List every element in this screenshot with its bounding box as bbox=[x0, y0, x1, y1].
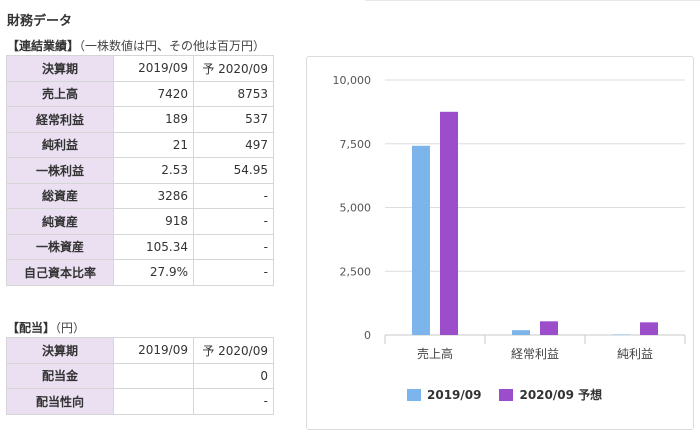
row-value-actual: 105.34 bbox=[113, 233, 194, 260]
header-label: 決算期 bbox=[6, 55, 114, 82]
header-period-actual: 2019/09 bbox=[113, 55, 194, 82]
row-label: 純資産 bbox=[6, 208, 114, 235]
row-value-forecast: - bbox=[193, 233, 274, 260]
y-tick-label: 2,500 bbox=[340, 265, 372, 278]
table-row: 一株利益 2.53 54.95 bbox=[6, 157, 274, 184]
table-row: 一株資産 105.34- bbox=[6, 233, 274, 260]
row-value-actual bbox=[113, 362, 194, 389]
row-value-forecast: 0 bbox=[193, 362, 274, 389]
page-title: 財務データ bbox=[7, 14, 73, 29]
y-tick-label: 10,000 bbox=[333, 74, 372, 87]
dividend-unit-note: （円） bbox=[55, 321, 86, 335]
table-row: 総資産 3286- bbox=[6, 182, 274, 209]
bar bbox=[640, 322, 658, 335]
row-label: 一株利益 bbox=[6, 157, 114, 184]
table-row: 自己資本比率 27.9% - bbox=[6, 259, 274, 286]
dividend-table: 決算期 2019/09 予 2020/09 配当金 0 配当性向 - bbox=[6, 337, 274, 415]
row-label: 売上高 bbox=[6, 80, 114, 107]
row-value-forecast: 54.95 bbox=[193, 157, 274, 184]
row-value-actual: 918 bbox=[113, 208, 194, 235]
x-category-label: 経常利益 bbox=[511, 347, 559, 361]
legend-swatch-2019 bbox=[407, 388, 421, 401]
bar bbox=[440, 111, 458, 336]
row-value-forecast: - bbox=[193, 388, 274, 415]
table-header-row: 決算期 2019/09 予 2020/09 bbox=[6, 337, 274, 364]
row-label: 経常利益 bbox=[6, 106, 114, 133]
legend-swatch-2020-forecast bbox=[499, 388, 514, 401]
y-tick-label: 7,500 bbox=[340, 138, 372, 151]
dividend-section-title: 【配当】（円） bbox=[7, 319, 85, 336]
bar bbox=[512, 330, 530, 335]
table-row: 配当性向 - bbox=[6, 388, 274, 415]
row-value-forecast: 537 bbox=[193, 106, 274, 133]
table-row: 経常利益 189 537 bbox=[6, 106, 274, 133]
chart-legend: 2019/09 2020/09 予想 bbox=[407, 386, 602, 403]
row-label: 配当性向 bbox=[6, 388, 114, 415]
legend-label-2019: 2019/09 bbox=[427, 387, 482, 402]
row-value-forecast: - bbox=[193, 208, 274, 235]
row-value-actual bbox=[113, 388, 194, 415]
y-tick-label: 5,000 bbox=[340, 202, 372, 215]
header-period-forecast: 予 2020/09 bbox=[193, 337, 274, 364]
row-value-forecast: - bbox=[193, 182, 274, 209]
row-value-actual: 27.9% bbox=[113, 259, 194, 286]
table-row: 売上高 7420 8753 bbox=[6, 80, 274, 107]
row-value-actual: 189 bbox=[113, 106, 194, 133]
table-row: 純資産 918- bbox=[6, 208, 274, 235]
top-divider bbox=[365, 0, 700, 1]
row-value-actual: 2.53 bbox=[113, 157, 194, 184]
consolidated-unit-note: （一株数値は円、その他は百万円） bbox=[79, 39, 266, 53]
legend-item-2020-forecast[interactable]: 2020/09 予想 bbox=[499, 386, 602, 403]
row-label: 一株資産 bbox=[6, 233, 114, 260]
x-category-label: 売上高 bbox=[417, 346, 453, 361]
y-tick-label: 0 bbox=[364, 329, 371, 342]
row-value-forecast: 8753 bbox=[193, 80, 274, 107]
row-label: 純利益 bbox=[6, 131, 114, 158]
header-period-forecast: 予 2020/09 bbox=[193, 55, 274, 82]
row-label: 配当金 bbox=[6, 362, 114, 389]
table-row: 純利益 21 497 bbox=[6, 131, 274, 158]
row-value-actual: 21 bbox=[113, 131, 194, 158]
financial-bar-chart: 0 2,500 5,000 7,500 10,000 売上高 経常利益 純利益 2019/09… bbox=[306, 56, 694, 430]
header-period-actual: 2019/09 bbox=[113, 337, 194, 364]
chart-plot: 0 2,500 5,000 7,500 10,000 売上高 経常利益 純利益 bbox=[333, 74, 686, 361]
row-value-actual: 7420 bbox=[113, 80, 194, 107]
row-label: 総資産 bbox=[6, 182, 114, 209]
consolidated-title: 【連結業績】 bbox=[7, 39, 80, 53]
legend-label-2020-forecast: 2020/09 予想 bbox=[519, 388, 603, 402]
row-value-actual: 3286 bbox=[113, 182, 194, 209]
x-category-label: 純利益 bbox=[617, 347, 653, 361]
legend-item-2019[interactable]: 2019/09 bbox=[407, 386, 481, 403]
row-label: 自己資本比率 bbox=[6, 259, 114, 286]
consolidated-section-title: 【連結業績】（一株数値は円、その他は百万円） bbox=[7, 37, 265, 54]
table-row: 配当金 0 bbox=[6, 362, 274, 389]
consolidated-table: 決算期 2019/09 予 2020/09 売上高 7420 8753 経常利益 18… bbox=[6, 55, 274, 286]
bar bbox=[412, 145, 430, 335]
header-label: 決算期 bbox=[6, 337, 114, 364]
row-value-forecast: 497 bbox=[193, 131, 274, 158]
bar bbox=[612, 334, 630, 335]
row-value-forecast: - bbox=[193, 259, 274, 286]
table-header-row: 決算期 2019/09 予 2020/09 bbox=[6, 55, 274, 82]
dividend-title: 【配当】 bbox=[7, 321, 56, 335]
bar bbox=[540, 321, 558, 335]
